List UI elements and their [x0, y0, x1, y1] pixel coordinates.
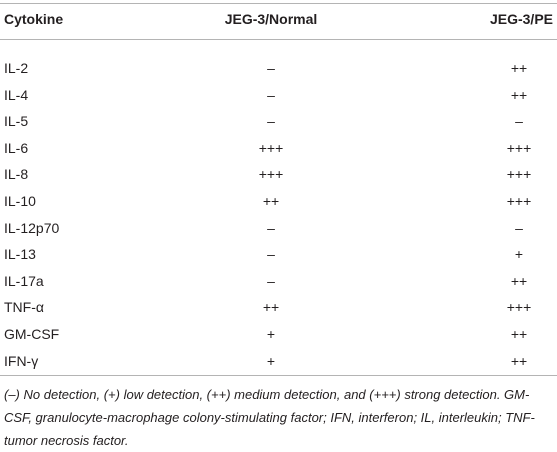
detection-cell: ++: [510, 86, 528, 103]
detection-cell: –: [267, 219, 275, 236]
cytokine-cell: GM-CSF: [4, 326, 60, 342]
cytokine-cell: IL-8: [4, 166, 29, 183]
cytokine-cell: IL-4: [4, 86, 29, 103]
detection-cell: +: [514, 246, 524, 263]
cytokine-cell: IL-13: [4, 246, 36, 263]
detection-cell: +++: [506, 166, 532, 183]
header-cell: JEG-3/Normal: [224, 11, 318, 27]
cytokine-cell: IL-12p70: [4, 219, 60, 236]
detection-cell: +: [266, 326, 276, 342]
detection-cell: +++: [506, 139, 532, 156]
detection-cell: –: [515, 113, 523, 130]
detection-cell: –: [267, 246, 275, 263]
detection-cell: +++: [506, 193, 532, 209]
detection-cell: –: [515, 219, 523, 236]
header-cell: JEG-3/PE: [489, 11, 553, 27]
detection-cell: ++: [510, 326, 528, 342]
header-rule: [0, 39, 557, 40]
detection-cell: ++: [262, 299, 280, 316]
detection-cell: ++: [510, 60, 528, 76]
detection-cell: –: [267, 60, 275, 76]
detection-cell: ++: [510, 272, 528, 289]
cytokine-cell: IL-2: [4, 60, 29, 76]
detection-cell: ++: [262, 193, 280, 209]
detection-cell: –: [267, 86, 275, 103]
detection-cell: –: [267, 272, 275, 289]
detection-cell: +++: [258, 166, 284, 183]
detection-cell: +: [266, 352, 276, 369]
cytokine-cell: IL-5: [4, 113, 29, 130]
cytokine-cell: IL-6: [4, 139, 29, 156]
cytokine-cell: TNF-α: [4, 299, 44, 316]
cytokine-cell: IL-10: [4, 193, 36, 209]
bottom-rule: [0, 375, 557, 376]
cytokine-cell: IL-17a: [4, 272, 44, 289]
detection-cell: +++: [258, 139, 284, 156]
detection-cell: –: [267, 113, 275, 130]
footnote: (–) No detection, (+) low detection, (++…: [4, 387, 535, 448]
header-cell: Cytokine: [4, 11, 64, 27]
detection-cell: +++: [506, 299, 532, 316]
detection-cell: ++: [510, 352, 528, 369]
top-rule: [0, 3, 557, 4]
cytokine-cell: IFN-γ: [4, 352, 39, 369]
